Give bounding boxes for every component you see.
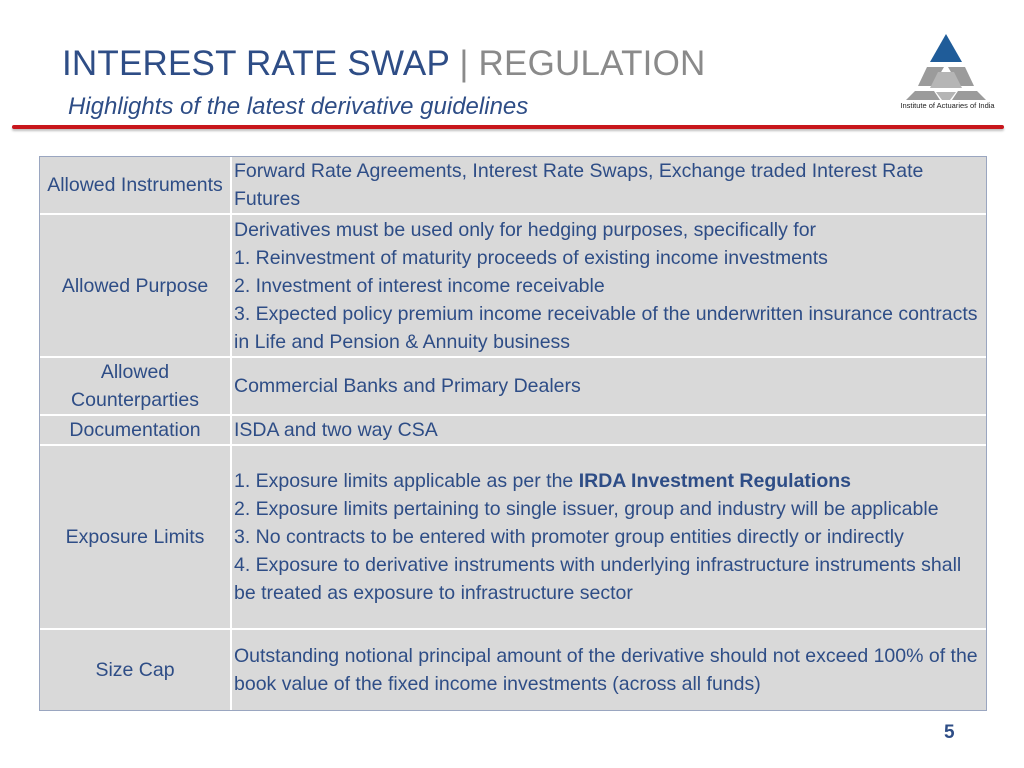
row-description: 1. Exposure limits applicable as per the… (232, 446, 986, 628)
row-label: Exposure Limits (40, 446, 232, 628)
description-line: 1. Exposure limits applicable as per the… (234, 467, 980, 495)
description-line: Commercial Banks and Primary Dealers (234, 375, 581, 397)
table-row: Documentation ISDA and two way CSA (40, 416, 986, 446)
title-sub: REGULATION (478, 44, 706, 83)
logo-caption: Institute of Actuaries of India (900, 101, 995, 110)
row-description: Forward Rate Agreements, Interest Rate S… (232, 157, 986, 213)
table-row: Allowed Instruments Forward Rate Agreeme… (40, 157, 986, 215)
slide-subtitle: Highlights of the latest derivative guid… (68, 93, 529, 120)
iai-logo-icon (906, 34, 986, 100)
row-label: Size Cap (40, 630, 232, 710)
description-line: Outstanding notional principal amount of… (234, 645, 978, 695)
row-label: Allowed Instruments (40, 157, 232, 213)
title-divider (12, 125, 1004, 129)
irda-regulations-emphasis: IRDA Investment Regulations (578, 470, 852, 492)
description-line: 3. Expected policy premium income receiv… (234, 302, 978, 353)
title-main: INTEREST RATE SWAP (62, 44, 450, 83)
row-description: Commercial Banks and Primary Dealers (232, 358, 986, 414)
description-line: 2. Exposure limits pertaining to single … (234, 498, 939, 520)
description-line: Forward Rate Agreements, Interest Rate S… (234, 160, 924, 210)
regulation-table: Allowed Instruments Forward Rate Agreeme… (39, 156, 987, 711)
row-label: Documentation (40, 416, 232, 444)
table-row: Allowed Counterparties Commercial Banks … (40, 358, 986, 416)
page-number: 5 (944, 722, 955, 743)
row-description: Outstanding notional principal amount of… (232, 630, 986, 710)
line-prefix: 1. Exposure limits applicable as per the (234, 470, 579, 492)
table-row: Exposure Limits 1. Exposure limits appli… (40, 446, 986, 630)
title-separator: | (459, 44, 469, 83)
description-line: 2. Investment of interest income receiva… (234, 274, 605, 297)
slide-title: INTEREST RATE SWAP | REGULATION (62, 44, 705, 84)
description-line: 1. Reinvestment of maturity proceeds of … (234, 246, 828, 269)
table-row: Size Cap Outstanding notional principal … (40, 630, 986, 710)
table-row: Allowed Purpose Derivatives must be used… (40, 215, 986, 358)
description-line: Derivatives must be used only for hedgin… (234, 218, 817, 241)
description-line: 4. Exposure to derivative instruments wi… (234, 554, 962, 604)
row-label: Allowed Purpose (40, 215, 232, 356)
description-line: 3. No contracts to be entered with promo… (234, 526, 904, 548)
row-description: ISDA and two way CSA (232, 416, 986, 444)
row-description: Derivatives must be used only for hedgin… (232, 215, 986, 356)
description-line: ISDA and two way CSA (234, 419, 438, 441)
row-label: Allowed Counterparties (40, 358, 232, 414)
